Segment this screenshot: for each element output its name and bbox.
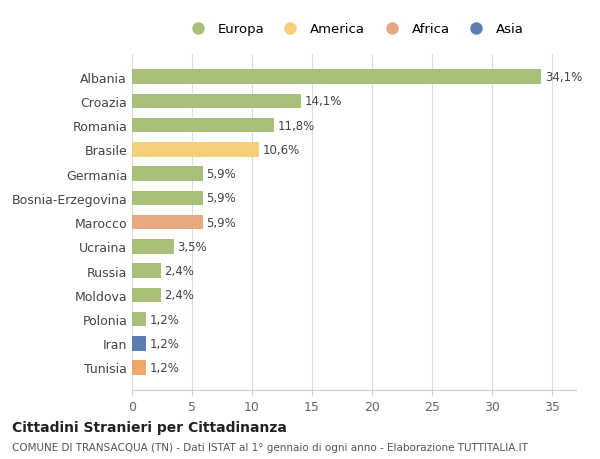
Text: 1,2%: 1,2% — [150, 337, 180, 350]
Bar — [132, 191, 203, 206]
Bar — [132, 360, 146, 375]
Bar — [132, 288, 161, 302]
Bar — [132, 95, 301, 109]
Text: 10,6%: 10,6% — [263, 144, 300, 157]
Bar — [132, 119, 274, 133]
Text: 2,4%: 2,4% — [164, 264, 194, 277]
Text: 2,4%: 2,4% — [164, 289, 194, 302]
Text: 34,1%: 34,1% — [545, 71, 582, 84]
Bar — [132, 70, 541, 85]
Text: COMUNE DI TRANSACQUA (TN) - Dati ISTAT al 1° gennaio di ogni anno - Elaborazione: COMUNE DI TRANSACQUA (TN) - Dati ISTAT a… — [12, 442, 528, 452]
Bar — [132, 240, 174, 254]
Text: 1,2%: 1,2% — [150, 313, 180, 326]
Text: 5,9%: 5,9% — [206, 168, 236, 181]
Text: 14,1%: 14,1% — [305, 95, 342, 108]
Bar — [132, 312, 146, 326]
Text: 1,2%: 1,2% — [150, 361, 180, 374]
Text: Cittadini Stranieri per Cittadinanza: Cittadini Stranieri per Cittadinanza — [12, 420, 287, 435]
Legend: Europa, America, Africa, Asia: Europa, America, Africa, Asia — [179, 18, 529, 42]
Bar — [132, 143, 259, 157]
Bar — [132, 167, 203, 181]
Text: 3,5%: 3,5% — [178, 241, 207, 253]
Bar — [132, 215, 203, 230]
Bar — [132, 264, 161, 278]
Text: 5,9%: 5,9% — [206, 192, 236, 205]
Text: 11,8%: 11,8% — [277, 119, 314, 132]
Text: 5,9%: 5,9% — [206, 216, 236, 229]
Bar — [132, 336, 146, 351]
